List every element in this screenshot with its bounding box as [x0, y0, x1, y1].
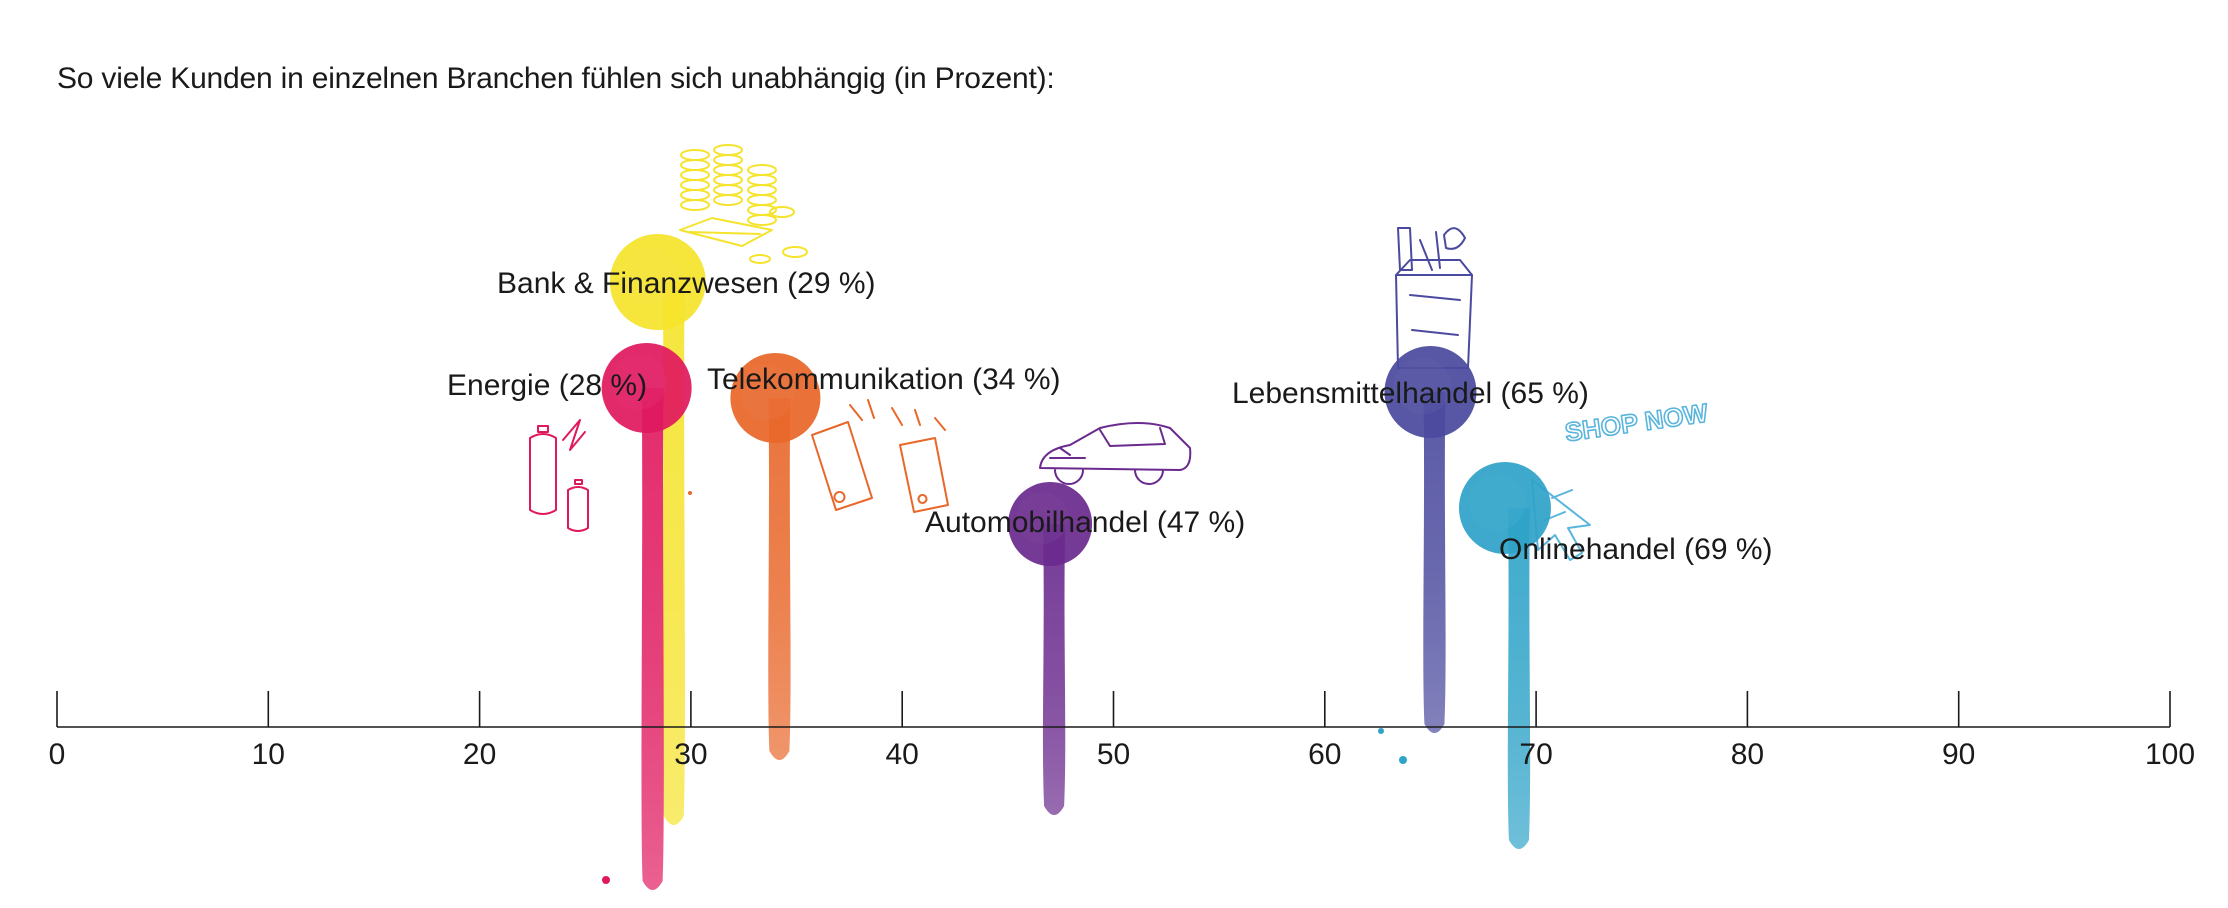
icon-stroke: [1099, 427, 1166, 447]
category-label: Automobilhandel (47 %): [925, 506, 1245, 539]
drip-blob: [1458, 462, 1551, 554]
drip-point: [601, 343, 692, 890]
drip-blob-highlight: [1016, 491, 1069, 545]
category-label: Telekommunikation (34 %): [707, 363, 1060, 396]
coin: [680, 159, 710, 171]
x-tick-label: 80: [1731, 738, 1764, 771]
coin: [713, 174, 743, 186]
coins-icon: [679, 144, 808, 264]
coin: [713, 154, 743, 166]
x-tick-label: 30: [674, 738, 707, 771]
icon-stroke: [899, 437, 949, 513]
coin: [680, 199, 710, 211]
drip-blob: [1008, 482, 1093, 566]
drip-blob-highlight: [620, 246, 680, 306]
drip-stem: [1507, 508, 1531, 849]
coin: [782, 246, 808, 258]
category-label: Onlinehandel (69 %): [1499, 533, 1773, 566]
icon-stroke: [574, 479, 583, 485]
x-tick-label: 20: [463, 738, 496, 771]
banknote: [679, 217, 773, 247]
phone-icon: [811, 399, 949, 513]
category-label: Bank & Finanzwesen (29 %): [497, 267, 876, 300]
icon-stroke: [1419, 231, 1441, 271]
icon-stroke: [567, 486, 589, 532]
splatter-dot: [688, 491, 692, 495]
coin: [747, 194, 777, 206]
drip-stem: [1423, 392, 1446, 733]
drip-blob-highlight: [1468, 473, 1526, 531]
drip-point: [730, 353, 821, 760]
banknote-line: [689, 231, 761, 235]
splatter-dot: [602, 876, 610, 884]
drip-blob: [609, 234, 706, 330]
x-tick-label: 60: [1308, 738, 1341, 771]
coin: [713, 184, 743, 196]
x-tick-label: 10: [252, 738, 285, 771]
grocery-bag-icon: [1395, 227, 1473, 369]
icon-stroke: [1397, 227, 1413, 271]
x-tick-label: 40: [886, 738, 919, 771]
x-tick-label: 50: [1097, 738, 1130, 771]
category-label: Lebensmittelhandel (65 %): [1232, 377, 1589, 410]
drip-blob-highlight: [1393, 357, 1451, 415]
drips: [601, 234, 1551, 890]
icon-stroke: [849, 399, 946, 431]
x-tick-label: 0: [49, 738, 66, 771]
coin: [747, 164, 777, 176]
drip-stem: [641, 388, 664, 890]
drip-blob: [601, 343, 692, 433]
icon-stroke: [1443, 227, 1466, 250]
drip-blob-highlight: [739, 364, 796, 420]
x-tick-label: 70: [1519, 738, 1552, 771]
drip-stem: [1042, 524, 1066, 815]
coin: [747, 214, 777, 226]
drip-point: [1458, 462, 1551, 849]
icon-stroke: [529, 433, 557, 515]
category-label: Energie (28 %): [447, 369, 647, 402]
icon-stroke: [562, 419, 586, 451]
splatter-dot: [1399, 756, 1407, 764]
icon-stroke: [1049, 447, 1086, 459]
icon-stroke: [1531, 479, 1591, 561]
drip-point: [1008, 482, 1093, 815]
x-tick-label: 90: [1942, 738, 1975, 771]
icon-stroke: [1039, 422, 1192, 471]
coin: [680, 169, 710, 181]
drip-blob: [1384, 346, 1477, 438]
icon-stroke: [811, 421, 873, 511]
x-axis: 0 10 20 30 40 50 60 70 80 90 100: [49, 691, 2195, 771]
car-icon: [1039, 422, 1192, 485]
coin: [713, 194, 743, 206]
coin: [713, 164, 743, 176]
splatter-dot: [1378, 728, 1384, 734]
icon-stroke: [1054, 469, 1084, 485]
x-tick-label: 100: [2145, 738, 2195, 771]
coin: [680, 189, 710, 201]
drip-blob: [730, 353, 821, 443]
coin: [713, 144, 743, 156]
coin: [769, 206, 795, 218]
drip-blob-highlight: [610, 354, 667, 410]
drip-stem: [768, 398, 791, 760]
icon-stroke: [1134, 469, 1164, 485]
icon-stroke: [1409, 294, 1461, 336]
coin: [680, 149, 710, 161]
coin: [747, 174, 777, 186]
coin: [747, 184, 777, 196]
page-title: So viele Kunden in einzelnen Branchen fü…: [57, 62, 1055, 95]
icon-stroke: [537, 425, 549, 433]
icon-stroke: [833, 491, 846, 503]
coin: [749, 254, 771, 264]
category-labels: Bank & Finanzwesen (29 %) Energie (28 %) T…: [447, 267, 1773, 566]
coin: [680, 179, 710, 191]
icon-stroke: [917, 494, 928, 504]
drip-point: [1384, 346, 1477, 733]
battery-icon: [529, 419, 589, 532]
icon-stroke: [1395, 259, 1473, 276]
